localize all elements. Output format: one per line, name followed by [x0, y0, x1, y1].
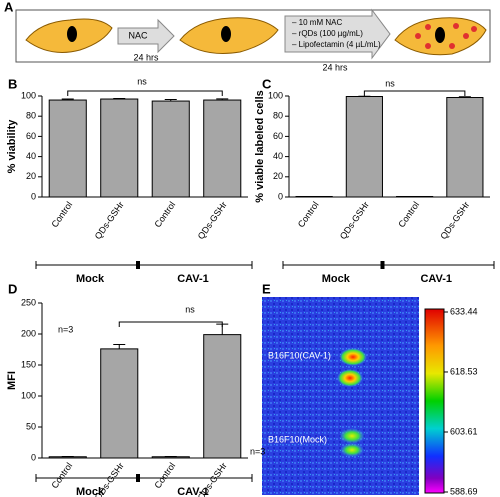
group-line [282, 261, 495, 269]
colorbar-tick-label: 633.44 [450, 306, 478, 316]
annotation: ns [137, 76, 147, 86]
y-tick-label: 0 [31, 452, 36, 462]
x-tick-label: QDs-GSHr [338, 200, 371, 241]
bar [100, 98, 139, 198]
error-bar [113, 98, 126, 100]
group-label: CAV-1 [420, 273, 452, 285]
image-label: B16F10(CAV-1) [268, 350, 331, 360]
group-divider [136, 474, 140, 482]
group-divider [380, 261, 385, 269]
bar [48, 99, 87, 198]
y-tick-label: 250 [21, 297, 36, 307]
x-tick-label: Control [396, 200, 421, 230]
annotation: n=3 [250, 446, 265, 456]
error-bar [458, 96, 471, 98]
nucleus [221, 26, 231, 42]
panel-label: C [262, 76, 272, 91]
colorbar [424, 308, 445, 494]
bar [203, 334, 242, 459]
significance-bracket [118, 321, 223, 327]
y-tick-label: 100 [21, 90, 36, 100]
group-label: Mock [322, 273, 351, 285]
error-bar [113, 344, 126, 349]
y-tick-label: 40 [273, 151, 283, 161]
y-tick-label: 100 [21, 390, 36, 400]
quantum-dots [415, 23, 477, 49]
y-tick-label: 40 [26, 151, 36, 161]
bar [446, 97, 484, 198]
panel-label: D [8, 281, 17, 296]
fluorescence-image [262, 297, 419, 495]
signal [337, 369, 363, 387]
time-label: 24 hrs [322, 62, 348, 72]
bar [203, 99, 242, 198]
y-tick-label: 20 [273, 171, 283, 181]
signal [340, 443, 364, 457]
arrow-label: – Lipofectamin (4 µL/mL) [292, 40, 381, 49]
colorbar-tick-label: 588.69 [450, 486, 478, 496]
error-bar [61, 98, 74, 101]
bar [345, 96, 383, 198]
annotation: n=3 [58, 324, 73, 334]
error-bar [164, 99, 177, 102]
group-line [35, 261, 253, 269]
panel-a: A NAC 24 hrs – 10 mM NAC – rQDs (100 µg/… [4, 0, 491, 72]
y-axis-title: % viability [6, 119, 18, 174]
group-label: Mock [76, 486, 105, 497]
y-tick-label: 100 [268, 90, 283, 100]
arrow-label: – rQDs (100 µg/mL) [292, 29, 363, 38]
x-tick-label: Control [49, 461, 74, 491]
x-tick-label: Control [296, 200, 321, 230]
colorbar-tick-label: 603.61 [450, 426, 478, 436]
y-tick-label: 20 [26, 171, 36, 181]
significance-bracket [363, 90, 466, 96]
y-tick-label: 60 [273, 131, 283, 141]
y-tick-label: 150 [21, 359, 36, 369]
image-label: B16F10(Mock) [268, 434, 327, 444]
nucleus [67, 26, 77, 42]
x-tick-label: QDs-GSHr [438, 200, 471, 241]
group-divider [136, 261, 140, 269]
group-label: CAV-1 [177, 273, 209, 285]
panel-e: E B16F10(CAV-1) B16F10(Mock) 588.69 603.6… [262, 281, 478, 496]
x-tick-label: Control [152, 200, 177, 230]
y-tick-label: 200 [21, 328, 36, 338]
group-line [35, 474, 253, 482]
significance-bracket [67, 90, 223, 96]
group-label: CAV-1 [177, 486, 209, 497]
annotation: ns [385, 78, 395, 88]
bar [100, 348, 139, 459]
arrow [284, 8, 391, 60]
y-tick-label: 0 [278, 191, 283, 201]
panel-label: B [8, 76, 17, 91]
group-label: Mock [76, 273, 105, 285]
x-tick-label: QDs-GSHr [93, 200, 126, 241]
arrow [117, 18, 175, 54]
arrow-label: – 10 mM NAC [292, 18, 342, 27]
y-axis-title: MFI [6, 371, 18, 390]
time-label: 24 hrs [133, 52, 159, 62]
y-tick-label: 60 [26, 131, 36, 141]
annotation: ns [185, 304, 195, 314]
y-tick-label: 0 [31, 191, 36, 201]
x-tick-label: Control [49, 200, 74, 230]
signal [339, 428, 365, 444]
y-axis-title: % viable labeled cells [254, 90, 266, 203]
colorbar-tick-label: 618.53 [450, 366, 478, 376]
y-tick-label: 80 [273, 111, 283, 121]
nucleus [435, 27, 445, 43]
error-bar [216, 98, 229, 101]
bar [151, 100, 190, 198]
signal [339, 348, 367, 366]
x-tick-label: QDs-GSHr [196, 200, 229, 241]
y-tick-label: 80 [26, 111, 36, 121]
panel-label: E [262, 281, 271, 296]
panel-label: A [4, 0, 14, 14]
y-tick-label: 50 [26, 421, 36, 431]
x-tick-label: Control [152, 461, 177, 491]
arrow-label: NAC [128, 30, 148, 40]
